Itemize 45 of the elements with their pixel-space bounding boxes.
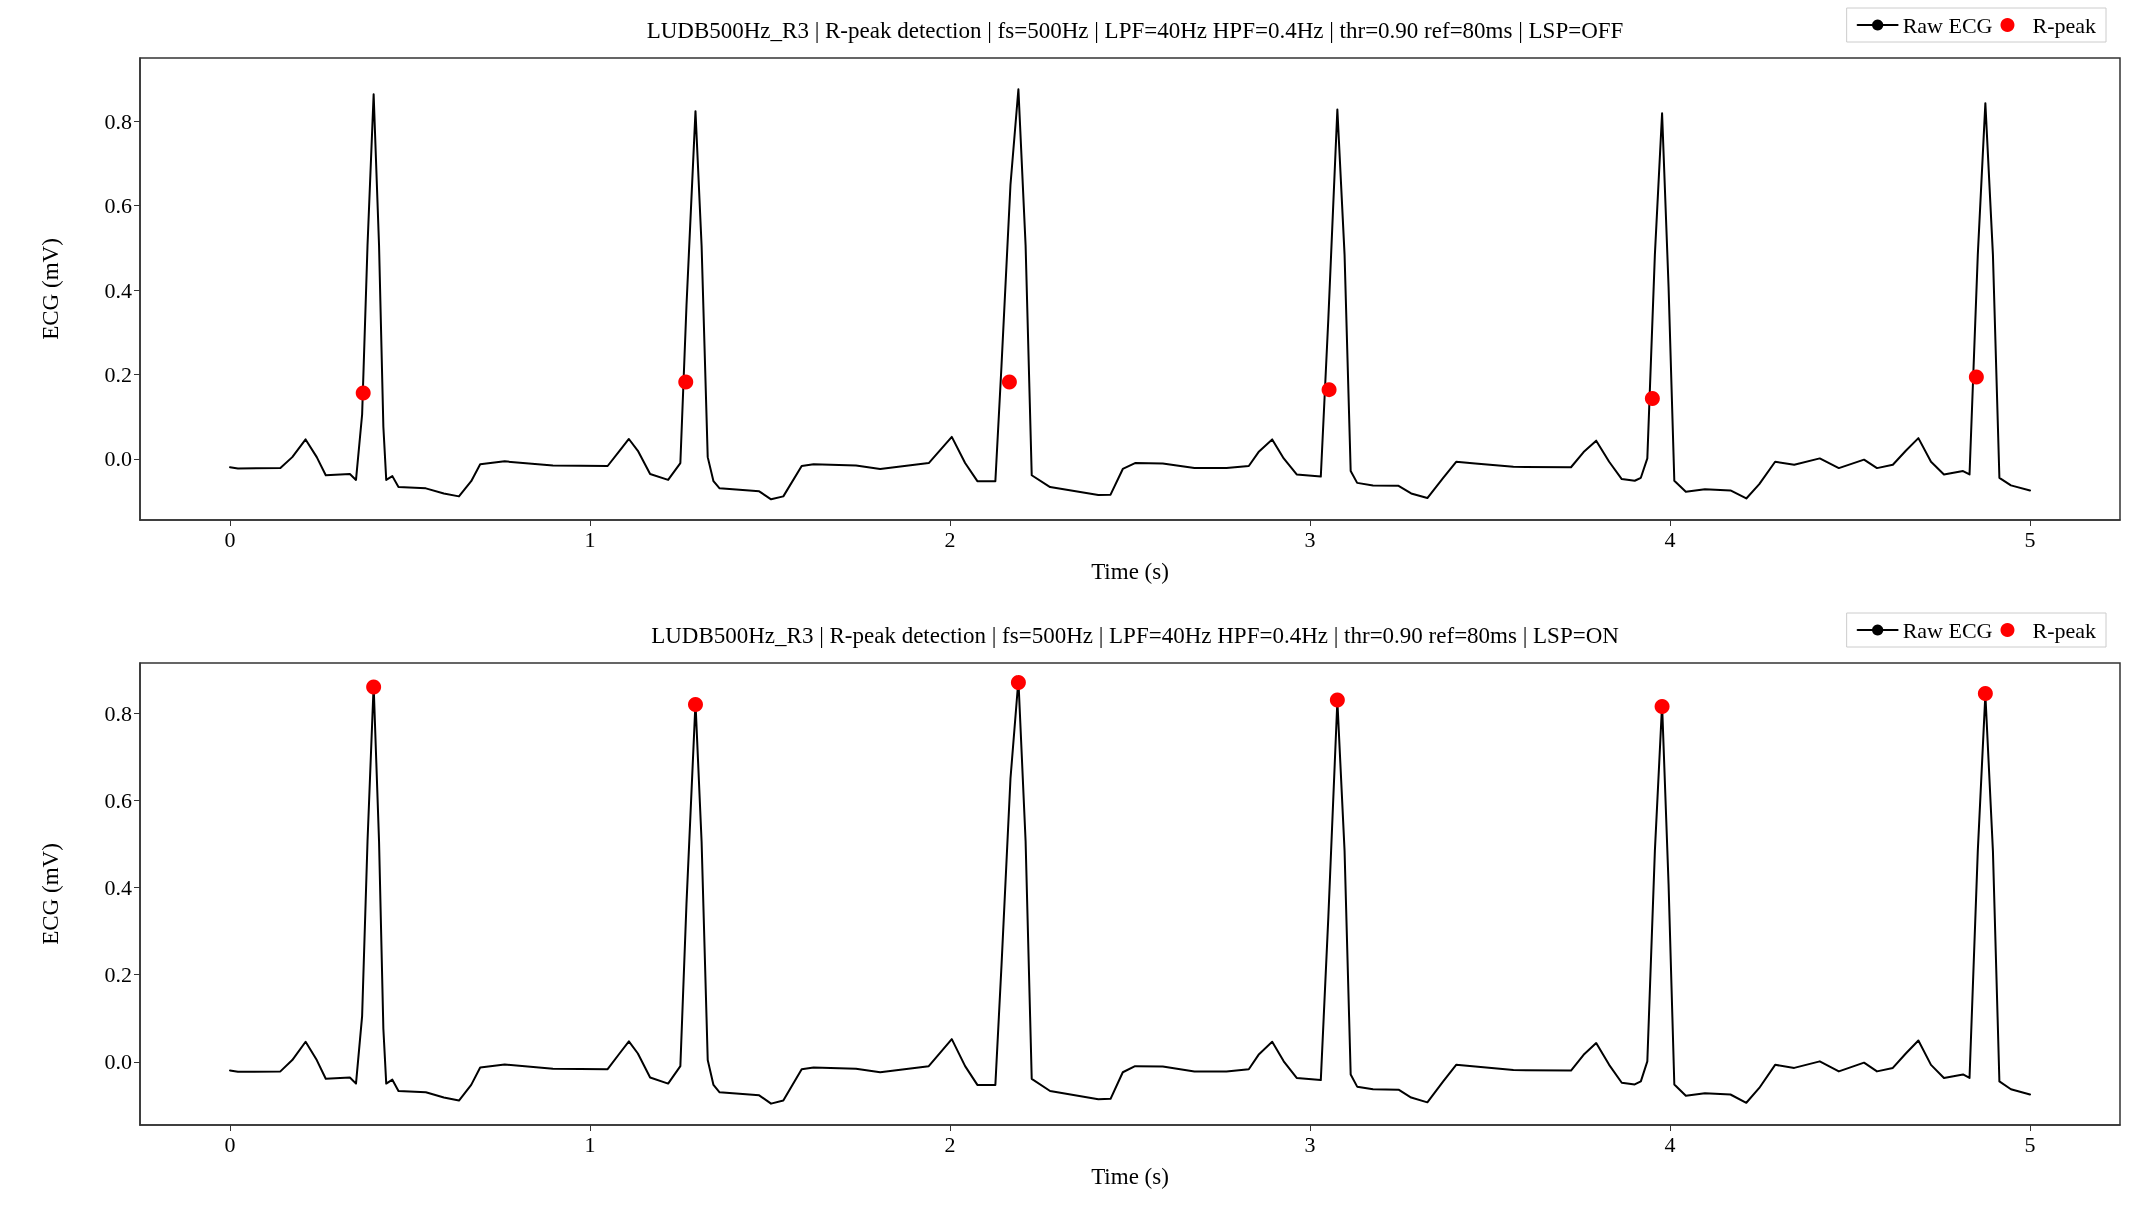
y-tick-label: 0.0: [104, 446, 132, 472]
point: [1329, 692, 1345, 708]
x-tick-label: 5: [2024, 526, 2036, 552]
x-axis-title: Time (s): [1091, 1164, 1169, 1189]
y-tick-label: 0.6: [104, 787, 132, 813]
y-tick-label: 0.2: [104, 962, 132, 988]
y-tick-label: 0.0: [104, 1049, 132, 1075]
point: [1001, 374, 1017, 390]
x-tick-label: 1: [584, 1131, 596, 1157]
x-tick-label: 4: [1664, 1131, 1676, 1157]
y-tick-label: 0.8: [104, 108, 132, 134]
point: [1977, 686, 1993, 702]
legend-label: R-peak: [2032, 617, 2096, 643]
y-tick-label: 0.4: [104, 874, 132, 900]
point: [1010, 675, 1026, 691]
y-axis-title: ECG (mV): [38, 843, 63, 945]
chart-title: LUDB500Hz_R3 | R-peak detection | fs=500Hz | LPF=40Hz HPF=0.4Hz | thr=0.90 ref=80ms | LSP=OFF: [646, 18, 1624, 43]
x-tick-label: 0: [224, 526, 236, 552]
y-axis-title: ECG (mV): [38, 238, 63, 340]
point: [1321, 382, 1337, 398]
x-tick-label: 4: [1664, 526, 1676, 552]
legend-label: Raw ECG: [1902, 617, 1993, 643]
y-tick-label: 0.4: [104, 277, 132, 303]
point: [678, 374, 694, 390]
point: [1644, 390, 1660, 406]
y-tick-label: 0.2: [104, 361, 132, 387]
line-series: [229, 88, 2031, 501]
x-tick-label: 0: [224, 1131, 236, 1157]
point: [688, 696, 703, 712]
legend-label: R-peak: [2032, 12, 2096, 38]
y-tick-label: 0.8: [104, 700, 132, 726]
point: [1968, 369, 1984, 385]
point: [355, 385, 371, 401]
x-tick-label: 5: [2024, 1131, 2036, 1157]
x-tick-label: 3: [1304, 1131, 1316, 1157]
chart-title: LUDB500Hz_R3 | R-peak detection | fs=500Hz | LPF=40Hz HPF=0.4Hz | thr=0.90 ref=80ms | LSP=ON: [651, 623, 1620, 648]
legend-label: Raw ECG: [1902, 12, 1993, 38]
x-tick-label: 1: [584, 526, 596, 552]
point: [366, 679, 382, 695]
y-tick-label: 0.6: [104, 193, 132, 219]
x-tick-label: 3: [1304, 526, 1316, 552]
x-axis-title: Time (s): [1091, 559, 1169, 584]
point: [1654, 699, 1670, 715]
x-tick-label: 2: [944, 526, 956, 552]
x-tick-label: 2: [944, 1131, 956, 1157]
